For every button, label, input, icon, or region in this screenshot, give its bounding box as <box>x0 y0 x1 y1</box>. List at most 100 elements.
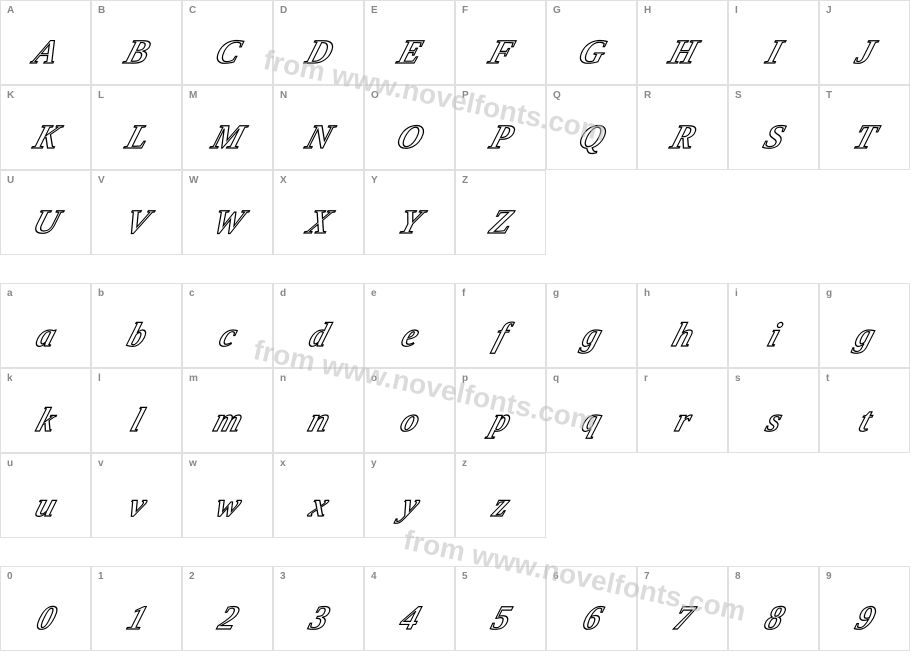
cell-label: s <box>735 373 741 384</box>
cell-label: n <box>280 373 286 384</box>
glyph-cell <box>728 453 819 538</box>
glyph-cell: vv <box>91 453 182 538</box>
cell-glyph: L <box>120 119 152 157</box>
glyph-cell: aa <box>0 283 91 368</box>
glyph-cell: kk <box>0 368 91 453</box>
cell-glyph: w <box>210 487 244 525</box>
spacer-row <box>0 255 910 283</box>
cell-glyph: q <box>577 402 605 440</box>
glyph-cell: GG <box>546 0 637 85</box>
glyph-cell: 77 <box>637 566 728 651</box>
cell-glyph: P <box>484 119 516 157</box>
cell-label: L <box>98 90 104 101</box>
cell-label: 6 <box>553 571 559 582</box>
cell-label: c <box>189 288 195 299</box>
cell-label: J <box>826 5 832 16</box>
cell-label: H <box>644 5 651 16</box>
glyph-cell: yy <box>364 453 455 538</box>
cell-glyph: N <box>301 119 337 157</box>
glyph-cell: 00 <box>0 566 91 651</box>
glyph-cell: RR <box>637 85 728 170</box>
cell-label: i <box>735 288 738 299</box>
glyph-row: UUVVWWXXYYZZ <box>0 170 910 255</box>
spacer-cell <box>364 538 455 566</box>
cell-label: T <box>826 90 832 101</box>
glyph-cell: pp <box>455 368 546 453</box>
cell-glyph: X <box>301 204 335 242</box>
cell-label: l <box>98 373 101 384</box>
cell-glyph: O <box>392 119 428 157</box>
glyph-cell <box>819 170 910 255</box>
cell-glyph: r <box>670 402 695 440</box>
glyph-cell: 88 <box>728 566 819 651</box>
cell-label: x <box>280 458 286 469</box>
spacer-cell <box>728 538 819 566</box>
cell-label: v <box>98 458 104 469</box>
glyph-cell: ii <box>728 283 819 368</box>
spacer-cell <box>273 255 364 283</box>
cell-glyph: K <box>28 119 62 157</box>
cell-glyph: U <box>28 204 64 242</box>
font-character-map: AABBCCDDEEFFGGHHIIJJKKLLMMNNOOPPQQRRSSTT… <box>0 0 911 651</box>
glyph-cell: FF <box>455 0 546 85</box>
cell-label: z <box>462 458 467 469</box>
glyph-cell: oo <box>364 368 455 453</box>
cell-glyph: G <box>574 34 610 72</box>
cell-glyph: u <box>30 487 60 525</box>
cell-glyph: s <box>761 402 786 440</box>
cell-glyph: h <box>667 317 697 355</box>
glyph-row: 00112233445566778899 <box>0 566 910 651</box>
glyph-cell: ll <box>91 368 182 453</box>
glyph-cell: WW <box>182 170 273 255</box>
glyph-cell <box>637 453 728 538</box>
glyph-cell: 44 <box>364 566 455 651</box>
cell-glyph: 2 <box>213 600 241 638</box>
cell-glyph: f <box>489 317 512 355</box>
cell-label: r <box>644 373 648 384</box>
cell-glyph: H <box>664 34 702 72</box>
cell-label: 1 <box>98 571 104 582</box>
spacer-row <box>0 538 910 566</box>
cell-label: w <box>189 458 197 469</box>
cell-glyph: c <box>214 317 240 355</box>
cell-label: K <box>7 90 14 101</box>
glyph-cell: bb <box>91 283 182 368</box>
glyph-cell: YY <box>364 170 455 255</box>
cell-glyph: S <box>758 119 788 157</box>
cell-label: o <box>371 373 377 384</box>
glyph-cell: nn <box>273 368 364 453</box>
cell-glyph: d <box>304 317 332 355</box>
glyph-cell: tt <box>819 368 910 453</box>
glyph-cell: ZZ <box>455 170 546 255</box>
spacer-cell <box>455 255 546 283</box>
cell-label: B <box>98 5 105 16</box>
cell-label: Q <box>553 90 561 101</box>
cell-glyph: Y <box>393 204 425 242</box>
cell-label: b <box>98 288 104 299</box>
cell-label: E <box>371 5 378 16</box>
glyph-row: KKLLMMNNOOPPQQRRSSTT <box>0 85 910 170</box>
glyph-cell: MM <box>182 85 273 170</box>
spacer-cell <box>0 538 91 566</box>
glyph-cell: UU <box>0 170 91 255</box>
glyph-cell: xx <box>273 453 364 538</box>
glyph-cell: 66 <box>546 566 637 651</box>
glyph-cell <box>819 453 910 538</box>
cell-label: u <box>7 458 13 469</box>
cell-glyph: k <box>31 402 59 440</box>
cell-label: N <box>280 90 287 101</box>
cell-label: 5 <box>462 571 468 582</box>
cell-label: A <box>7 5 14 16</box>
glyph-row: AABBCCDDEEFFGGHHIIJJ <box>0 0 910 85</box>
cell-glyph: 7 <box>668 600 696 638</box>
glyph-cell: 33 <box>273 566 364 651</box>
cell-glyph: i <box>763 317 784 355</box>
cell-glyph: A <box>28 34 62 72</box>
glyph-cell: ee <box>364 283 455 368</box>
spacer-cell <box>455 538 546 566</box>
cell-label: S <box>735 90 742 101</box>
cell-label: W <box>189 175 198 186</box>
cell-glyph: V <box>119 204 153 242</box>
cell-glyph: 9 <box>850 600 878 638</box>
cell-label: 8 <box>735 571 741 582</box>
